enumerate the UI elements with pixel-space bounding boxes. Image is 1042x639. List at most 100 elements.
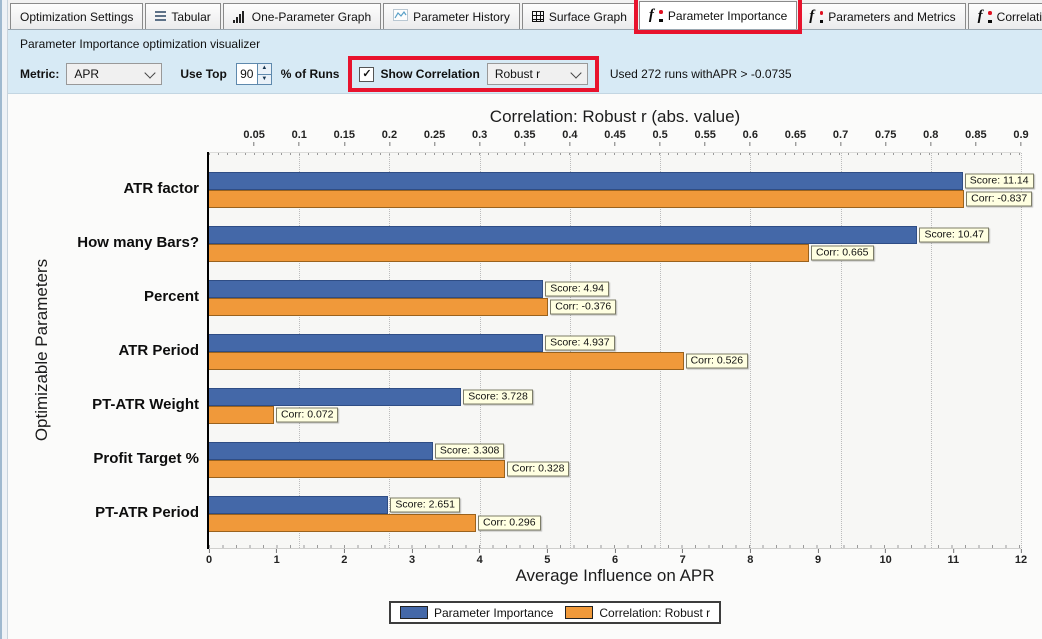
score-label: Score: 10.47 xyxy=(919,227,990,243)
corr-label: Corr: 0.296 xyxy=(478,515,541,531)
show-correlation-group: ✓ Show Correlation Robust r xyxy=(348,56,599,92)
correlation-bar: Corr: 0.072 xyxy=(209,406,339,424)
category-label: PT-ATR Weight xyxy=(92,396,199,413)
importance-bar: Score: 10.47 xyxy=(209,226,990,244)
top-tick: 0.6 xyxy=(743,129,758,146)
top-tick: 0.7 xyxy=(833,129,848,146)
bottom-tick: 10 xyxy=(880,549,892,566)
toolbar: Parameter Importance optimization visual… xyxy=(8,30,1042,94)
top-tick: 0.4 xyxy=(562,129,578,146)
correlation-bar: Corr: 0.328 xyxy=(209,460,570,478)
tab-correlations[interactable]: f Correlations xyxy=(967,3,1042,29)
correlation-type-dropdown[interactable]: Robust r xyxy=(486,63,588,85)
top-tick: 0.25 xyxy=(424,129,445,146)
spinner-up-icon[interactable]: ▲ xyxy=(257,64,271,75)
chevron-down-icon xyxy=(570,66,582,79)
bar-pair-pt-atr-period: Score: 2.651 Corr: 0.296 xyxy=(209,496,1021,532)
top-tick: 0.75 xyxy=(875,129,896,146)
tab-label: Parameters and Metrics xyxy=(828,9,956,24)
category-label: PT-ATR Period xyxy=(95,504,199,521)
corr-label: Corr: 0.328 xyxy=(506,461,570,477)
score-label: Score: 4.94 xyxy=(545,281,609,297)
tab-parameters-and-metrics[interactable]: f Parameters and Metrics xyxy=(799,3,966,29)
importance-bar: Score: 3.308 xyxy=(209,442,505,460)
corr-label: Corr: 0.526 xyxy=(685,353,749,369)
category-label: ATR factor xyxy=(123,180,199,197)
gridline xyxy=(840,153,842,548)
spinner-buttons: ▲ ▼ xyxy=(256,64,271,84)
top-tick: 0.15 xyxy=(334,129,355,146)
window-left-edge xyxy=(0,0,8,639)
top-tick: 0.8 xyxy=(923,129,938,146)
pct-of-runs-label: % of Runs xyxy=(280,67,340,81)
tab-tabular[interactable]: Tabular xyxy=(145,3,221,29)
importance-bar: Score: 3.728 xyxy=(209,388,533,406)
legend: Parameter Importance Correlation: Robust … xyxy=(389,601,722,624)
corr-label: Corr: -0.376 xyxy=(550,299,617,315)
y-axis-line xyxy=(207,152,209,549)
bar-pair-percent: Score: 4.94 Corr: -0.376 xyxy=(209,280,1021,316)
top-tick: 0.85 xyxy=(965,129,987,146)
toolbar-controls: Metric: APR Use Top 90 ▲ ▼ % of Runs ✓ Sh… xyxy=(20,56,792,92)
category-label: Profit Target % xyxy=(93,450,199,467)
tab-one-parameter-graph[interactable]: One-Parameter Graph xyxy=(222,3,382,29)
bar-pair-profit-target: Score: 3.308 Corr: 0.328 xyxy=(209,442,1021,478)
plot-area: Score: 11.14 Corr: -0.837 Score: 10.47 Corr… xyxy=(207,152,1034,549)
visualizer-subtitle: Parameter Importance optimization visual… xyxy=(20,37,261,51)
line-chart-icon xyxy=(393,9,409,24)
use-top-value: 90 xyxy=(240,67,254,81)
legend-label: Correlation: Robust r xyxy=(599,605,711,620)
gridline xyxy=(660,153,662,548)
legend-item: Parameter Importance xyxy=(400,606,553,620)
tab-parameter-history[interactable]: Parameter History xyxy=(383,3,520,29)
top-tick: 0.35 xyxy=(514,129,535,146)
importance-bar: Score: 11.14 xyxy=(209,172,1034,190)
gridline xyxy=(1021,153,1022,548)
bottom-axis-minor-ticks xyxy=(209,545,1021,548)
bar-pair-atr-factor: Score: 11.14 Corr: -0.837 xyxy=(209,172,1034,208)
metric-dropdown[interactable]: APR xyxy=(66,63,163,85)
fi-icon: f xyxy=(649,8,663,23)
tab-optimization-settings[interactable]: Optimization Settings xyxy=(10,3,144,29)
bottom-tick: 8 xyxy=(747,549,753,566)
spinner-down-icon[interactable]: ▼ xyxy=(257,74,271,84)
metric-label: Metric: xyxy=(20,67,60,81)
bottom-axis-ticks: 0 1 2 3 4 5 6 7 8 9 10 11 12 xyxy=(206,549,1027,567)
score-label: Score: 2.651 xyxy=(390,497,460,513)
metric-value: APR xyxy=(74,67,100,81)
category-label: ATR Period xyxy=(118,342,199,359)
score-label: Score: 3.308 xyxy=(434,443,505,459)
top-tick: 0.55 xyxy=(695,129,716,146)
top-tick: 0.65 xyxy=(785,129,806,146)
legend-swatch xyxy=(400,606,428,619)
top-tick: 0.05 xyxy=(243,129,265,146)
legend-item: Correlation: Robust r xyxy=(565,606,710,620)
corr-label: Corr: 0.665 xyxy=(810,245,874,261)
top-tick: 0.9 xyxy=(1013,129,1029,146)
show-correlation-checkbox[interactable]: ✓ xyxy=(359,66,375,82)
importance-bar: Score: 4.937 xyxy=(209,334,615,352)
correlation-type-value: Robust r xyxy=(494,67,541,81)
tab-parameter-importance[interactable]: f Parameter Importance xyxy=(633,0,803,34)
correlation-bar: Corr: 0.665 xyxy=(209,244,874,262)
top-tick: 0.45 xyxy=(604,129,626,146)
bottom-tick: 4 xyxy=(477,549,483,566)
top-tick: 0.1 xyxy=(292,129,307,146)
bottom-tick: 0 xyxy=(206,549,212,566)
tab-surface-graph[interactable]: Surface Graph xyxy=(521,3,637,29)
use-top-spinner[interactable]: 90 ▲ ▼ xyxy=(235,63,272,85)
fi-icon: f xyxy=(978,9,992,24)
score-label: Score: 3.728 xyxy=(463,389,533,405)
corr-label: Corr: -0.837 xyxy=(966,191,1033,207)
correlation-bar: Corr: -0.837 xyxy=(209,190,1033,208)
tab-label: Tabular xyxy=(171,9,211,24)
importance-bar: Score: 4.94 xyxy=(209,280,609,298)
grid-icon xyxy=(531,11,544,22)
bottom-tick: 7 xyxy=(680,549,686,566)
category-label: How many Bars? xyxy=(77,234,199,251)
tab-label: Parameter Importance xyxy=(667,8,788,23)
correlation-bar: Corr: 0.526 xyxy=(209,352,749,370)
tab-label: Correlations xyxy=(996,9,1042,24)
show-correlation-label: Show Correlation xyxy=(380,67,480,81)
chevron-down-icon xyxy=(144,66,157,79)
